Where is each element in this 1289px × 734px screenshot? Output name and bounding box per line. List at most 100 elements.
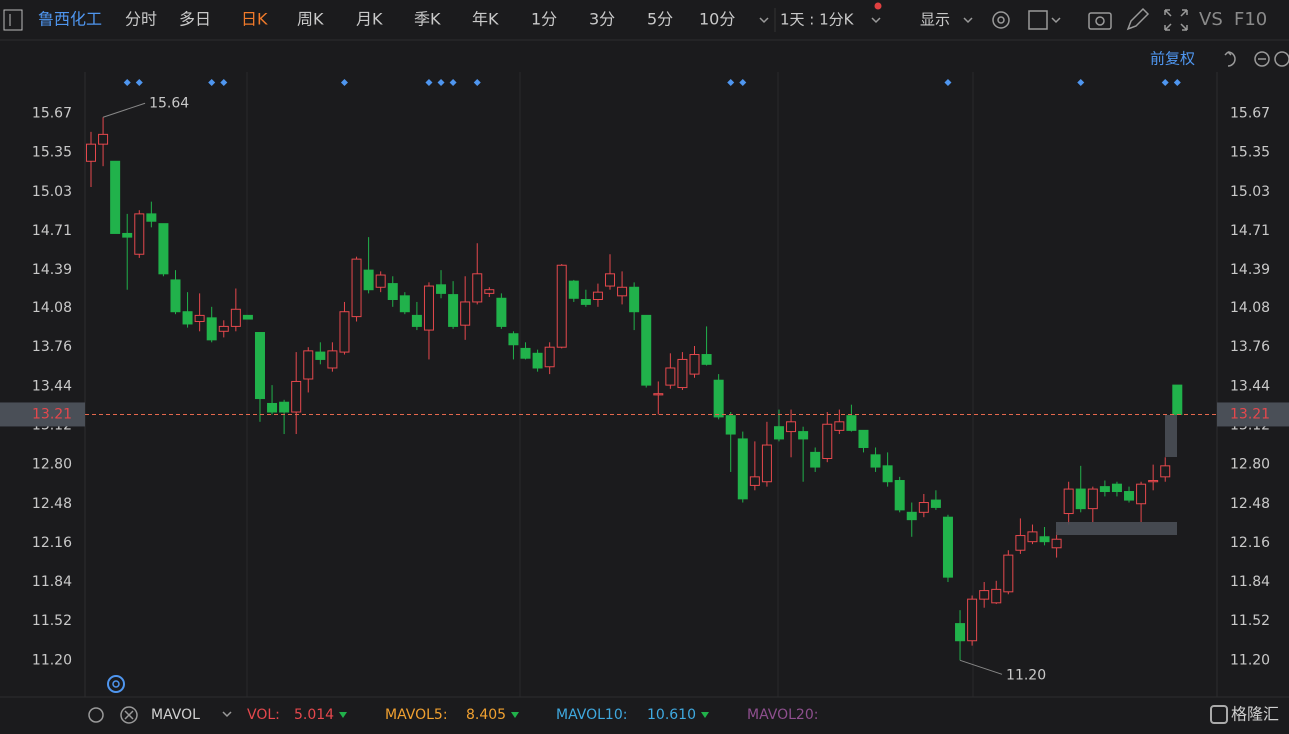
candle-body bbox=[339, 311, 350, 353]
vol-value: 5.014 bbox=[294, 707, 334, 723]
overlay-box bbox=[1056, 522, 1177, 535]
candle-body bbox=[1099, 486, 1110, 493]
candle-body bbox=[484, 289, 495, 294]
overlay-box bbox=[1165, 415, 1177, 457]
down-arrow bbox=[701, 712, 709, 718]
candle-body bbox=[1160, 465, 1171, 478]
candle-body bbox=[1063, 488, 1074, 515]
y2-tick-label: 15.35 bbox=[1230, 145, 1270, 161]
candle-body bbox=[761, 444, 772, 483]
menu-icon[interactable] bbox=[3, 9, 23, 31]
candle-body bbox=[98, 133, 109, 145]
y-tick-label: 11.52 bbox=[32, 613, 72, 629]
y2-tick-label: 14.08 bbox=[1230, 300, 1270, 316]
candle-body bbox=[798, 431, 809, 440]
fullscreen-icon[interactable] bbox=[1164, 9, 1188, 31]
down-arrow bbox=[511, 712, 519, 718]
candle-body bbox=[617, 286, 628, 297]
indicator-name[interactable]: MAVOL bbox=[151, 707, 200, 723]
camera-icon[interactable] bbox=[1088, 12, 1112, 30]
y-tick-label: 14.39 bbox=[32, 262, 72, 278]
candle-body bbox=[786, 421, 797, 433]
down-arrow bbox=[339, 712, 347, 718]
candle-body bbox=[834, 421, 845, 431]
y2-tick-label: 12.80 bbox=[1230, 457, 1270, 473]
indicator-chevron[interactable] bbox=[222, 711, 232, 718]
candle-body bbox=[1015, 535, 1026, 551]
brand-logo bbox=[1210, 705, 1228, 724]
candle-body bbox=[472, 273, 483, 303]
candle-body bbox=[411, 314, 422, 327]
event-marker bbox=[220, 79, 228, 86]
candle-body bbox=[1148, 480, 1159, 483]
candle-body bbox=[1075, 488, 1086, 510]
period-separators bbox=[246, 72, 974, 697]
period-tab[interactable]: 10分 bbox=[699, 10, 735, 29]
period-tab[interactable]: 周K bbox=[297, 10, 324, 29]
event-marker bbox=[1173, 79, 1181, 86]
candle-body bbox=[194, 314, 205, 323]
period-tab[interactable]: 季K bbox=[414, 10, 441, 29]
candle-body bbox=[291, 380, 302, 413]
adjust-button[interactable]: 前复权 bbox=[1150, 50, 1195, 68]
candle-body bbox=[267, 402, 278, 413]
event-marker bbox=[135, 79, 143, 86]
candle-body bbox=[701, 354, 712, 365]
candle-body bbox=[146, 213, 157, 222]
display-menu[interactable]: 显示 bbox=[920, 11, 950, 29]
candle-body bbox=[894, 480, 905, 511]
candle-body bbox=[653, 393, 664, 396]
candle-body bbox=[942, 516, 953, 578]
candle-body bbox=[822, 423, 833, 459]
period-tab[interactable]: 多日 bbox=[179, 10, 211, 29]
undo-icon[interactable] bbox=[1224, 51, 1236, 67]
y-tick-label: 12.16 bbox=[32, 535, 72, 551]
candle-body bbox=[399, 295, 410, 313]
period-tab[interactable]: 年K bbox=[472, 10, 499, 29]
y2-tick-label: 14.39 bbox=[1230, 262, 1270, 278]
layout-icon[interactable] bbox=[1028, 10, 1048, 30]
y2-tick-label: 15.67 bbox=[1230, 106, 1270, 122]
candle-body bbox=[423, 285, 434, 331]
event-marker bbox=[473, 79, 481, 86]
indicator-close-x bbox=[124, 710, 134, 720]
zoom-out-icon[interactable] bbox=[1254, 51, 1270, 67]
interval-select[interactable]: 1天 : 1分K bbox=[780, 11, 855, 29]
period-tab[interactable]: 1分 bbox=[531, 10, 557, 29]
more-chevron[interactable] bbox=[759, 17, 769, 24]
candle-body bbox=[1051, 538, 1062, 549]
ma5-value: 8.405 bbox=[466, 707, 506, 723]
draw-icon[interactable] bbox=[1126, 7, 1150, 31]
candle-body bbox=[689, 354, 700, 375]
period-tab[interactable]: 5分 bbox=[647, 10, 673, 29]
y2-tick-label: 11.84 bbox=[1230, 574, 1270, 590]
period-tab[interactable]: 日K bbox=[241, 10, 268, 29]
low-leader bbox=[959, 659, 1003, 675]
vs-button[interactable]: VS bbox=[1199, 9, 1223, 30]
indicator-close[interactable] bbox=[120, 706, 138, 724]
candle-body bbox=[544, 346, 555, 368]
stock-name[interactable]: 鲁西化工 bbox=[38, 10, 102, 29]
candle-body bbox=[1003, 554, 1014, 593]
locate-icon[interactable] bbox=[107, 675, 125, 693]
candle-body bbox=[641, 314, 652, 386]
y2-tick-label: 12.48 bbox=[1230, 496, 1270, 512]
candle-body bbox=[967, 598, 978, 642]
period-tab[interactable]: 分时 bbox=[125, 10, 157, 29]
settings-icon[interactable] bbox=[992, 11, 1010, 29]
candle-body bbox=[979, 590, 990, 600]
candle-body bbox=[1039, 536, 1050, 543]
candle-body bbox=[218, 325, 229, 332]
y-tick-label: 15.35 bbox=[32, 145, 72, 161]
y2-tick-label: 13.44 bbox=[1230, 378, 1270, 394]
period-tab[interactable]: 月K bbox=[356, 10, 383, 29]
y2-tick-label: 12.16 bbox=[1230, 535, 1270, 551]
indicator-settings[interactable] bbox=[88, 707, 104, 723]
period-tab[interactable]: 3分 bbox=[589, 10, 615, 29]
f10-button[interactable]: F10 bbox=[1234, 9, 1267, 30]
candle-body bbox=[375, 274, 386, 288]
candle-body bbox=[1124, 491, 1135, 501]
event-marker bbox=[340, 79, 348, 86]
zoom-in-icon[interactable] bbox=[1274, 51, 1289, 67]
candle-body bbox=[110, 160, 121, 234]
